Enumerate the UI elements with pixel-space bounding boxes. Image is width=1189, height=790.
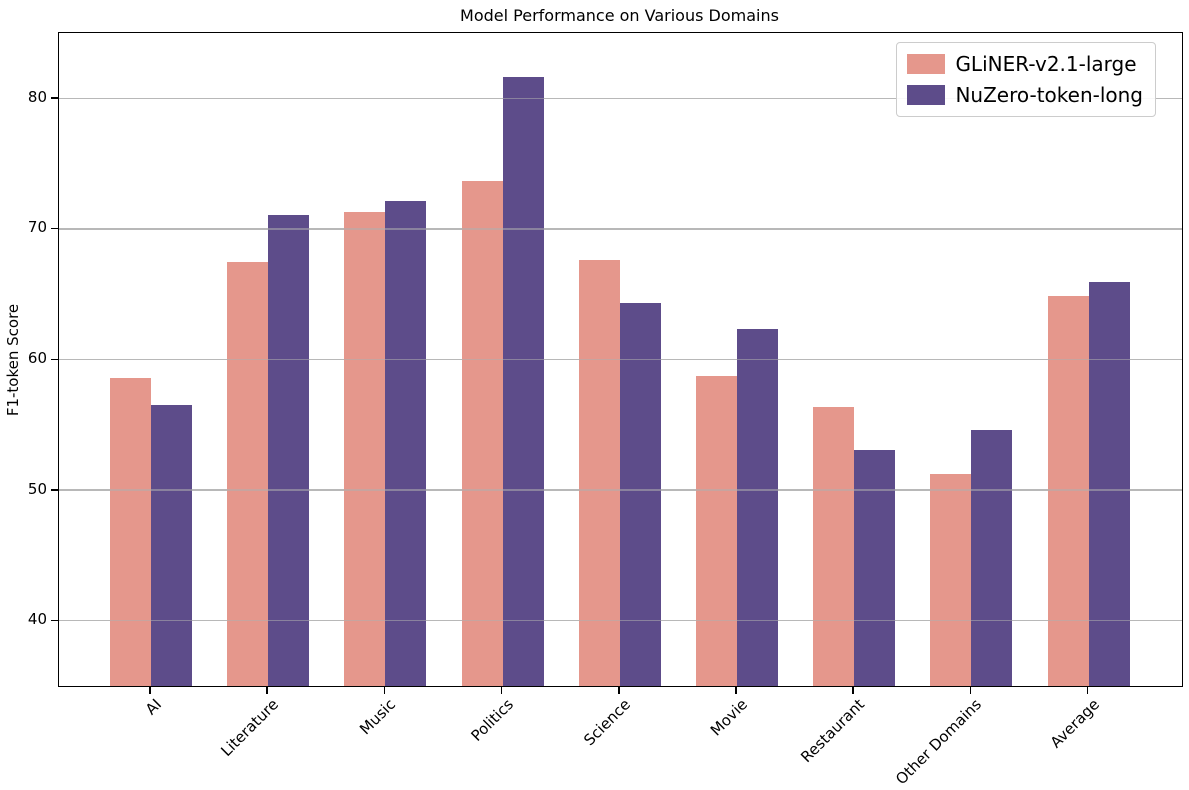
bar-science-0	[578, 260, 620, 686]
bar-politics-1	[502, 77, 544, 686]
y-tick-mark	[51, 97, 58, 99]
bar-politics-0	[461, 180, 503, 686]
y-tick-label: 40	[27, 610, 47, 629]
y-tick-label: 80	[27, 87, 47, 106]
bar-movie-1	[737, 329, 778, 686]
gridline-overlay	[59, 97, 1182, 100]
x-tick-label: Average	[1046, 695, 1103, 752]
x-tick-mark	[500, 686, 503, 694]
x-tick-mark	[1086, 686, 1089, 694]
x-tick-mark	[149, 686, 151, 694]
x-tick-label: Science	[579, 695, 634, 750]
chart-title: Model Performance on Various Domains	[460, 6, 779, 25]
bar-restaurant-0	[813, 406, 855, 686]
bar-other-domains-0	[930, 474, 972, 686]
x-tick-label: Restaurant	[797, 695, 869, 767]
x-tick-mark	[735, 686, 737, 694]
y-tick-label: 50	[27, 479, 47, 498]
x-tick-mark	[383, 686, 386, 694]
x-tick-label: Literature	[217, 695, 283, 760]
gridline-overlay	[59, 358, 1182, 361]
bar-ai-0	[110, 377, 151, 686]
bar-science-1	[619, 303, 661, 686]
legend-item-nuzero: NuZero-token-long	[907, 83, 1143, 107]
legend-swatch-gliner-icon	[907, 54, 946, 74]
bar-ai-1	[151, 405, 192, 686]
legend-swatch-nuzero-icon	[907, 85, 946, 105]
bar-restaurant-1	[854, 449, 896, 686]
x-tick-mark	[969, 686, 972, 694]
bar-literature-1	[268, 214, 310, 686]
x-tick-label: Movie	[706, 695, 752, 740]
x-tick-label: Other Domains	[892, 695, 986, 789]
x-tick-label: Politics	[467, 695, 517, 745]
bar-music-1	[385, 201, 427, 686]
bar-music-0	[344, 211, 386, 686]
y-tick-mark	[51, 358, 58, 360]
y-tick-label: 60	[27, 349, 47, 367]
legend-label-nuzero: NuZero-token-long	[955, 83, 1143, 107]
bar-other-domains-1	[971, 430, 1013, 686]
bar-movie-0	[696, 376, 737, 686]
legend: GLiNER-v2.1-large NuZero-token-long	[896, 42, 1156, 117]
y-tick-mark	[51, 489, 58, 491]
x-tick-mark	[618, 686, 620, 694]
plot-area	[58, 32, 1183, 687]
bar-literature-0	[227, 261, 269, 686]
x-tick-mark	[852, 686, 854, 694]
x-tick-label: AI	[141, 695, 166, 719]
x-tick-label: Music	[356, 695, 400, 739]
y-tick-mark	[51, 227, 58, 230]
bar-average-1	[1088, 282, 1130, 686]
gridline-overlay	[59, 228, 1182, 230]
gridline-overlay	[59, 619, 1182, 622]
y-tick-label: 70	[27, 218, 47, 237]
gridline-overlay	[59, 489, 1182, 491]
legend-item-gliner: GLiNER-v2.1-large	[907, 52, 1143, 76]
y-tick-mark	[51, 619, 58, 622]
legend-label-gliner: GLiNER-v2.1-large	[955, 52, 1137, 76]
x-tick-mark	[266, 686, 268, 694]
